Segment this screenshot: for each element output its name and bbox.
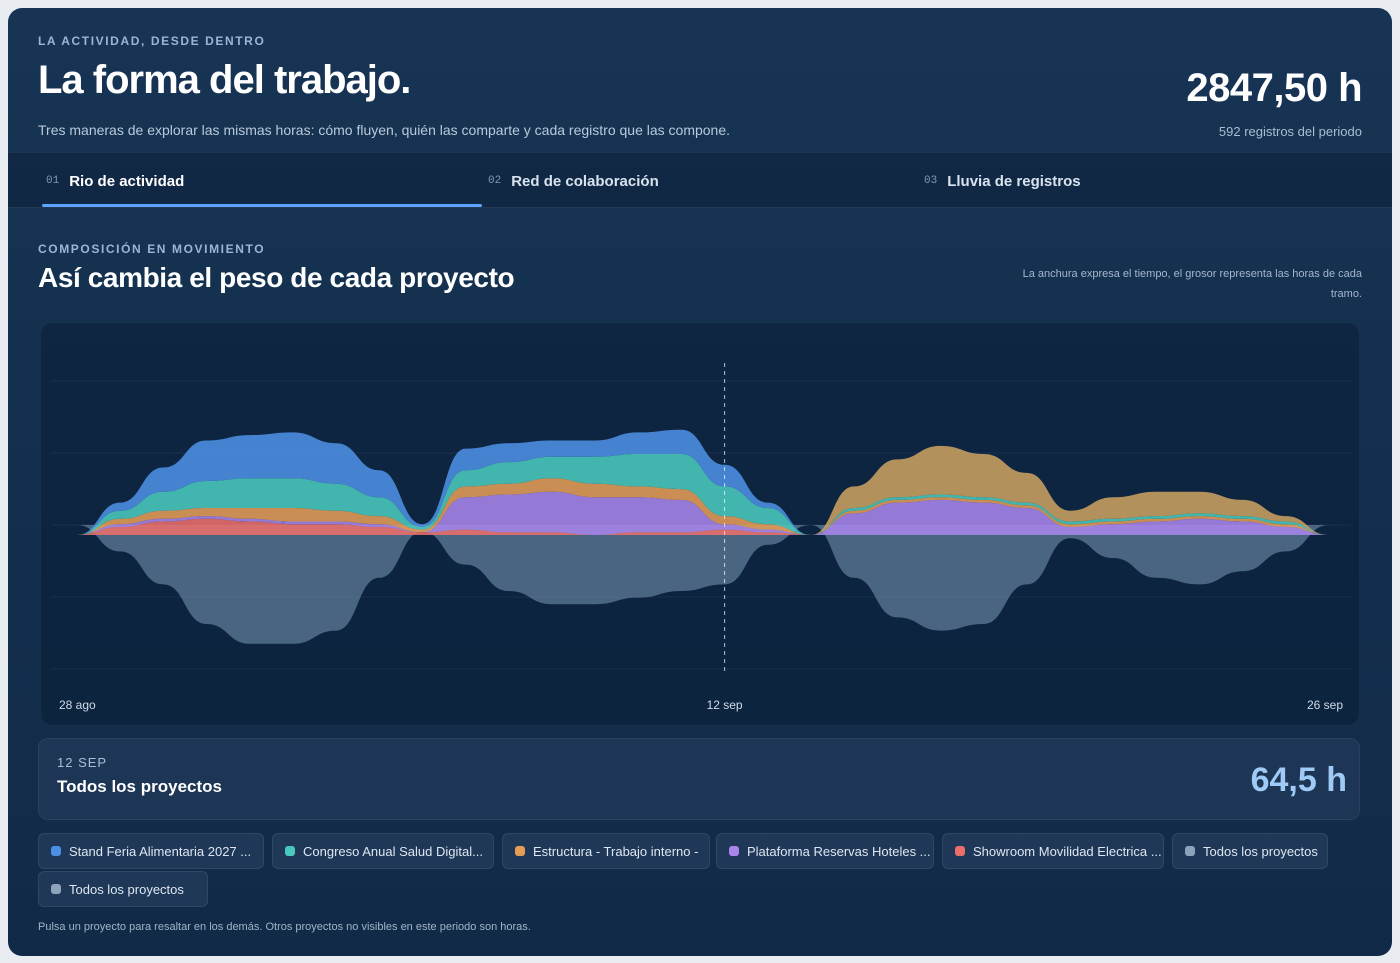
selection-detail: 12 SEP Todos los proyectos 64,5 h <box>38 738 1360 820</box>
tab-number: 02 <box>488 175 502 187</box>
color-swatch-icon <box>1185 846 1195 856</box>
section-eyebrow: COMPOSICIÓN EN MOVIMIENTO <box>38 242 266 256</box>
legend-chip-showroom-movilidad[interactable]: Showroom Movilidad Electrica ... <box>942 833 1164 869</box>
stream-layer-4[interactable] <box>77 454 1329 535</box>
chip-label: Congreso Anual Salud Digital... <box>303 843 483 859</box>
legend-chip-plataforma-reservas[interactable]: Plataforma Reservas Hoteles ... <box>716 833 934 869</box>
color-swatch-icon <box>51 846 61 856</box>
footer-hint: Pulsa un proyecto para resaltar en los d… <box>38 921 531 933</box>
tab-label: Red de colaboración <box>511 172 659 190</box>
x-tick-label: 12 sep <box>707 698 743 712</box>
tab-red-de-colaboracion[interactable]: 02 Red de colaboración <box>482 153 912 209</box>
selection-date: 12 SEP <box>57 755 108 770</box>
x-tick-label: 26 sep <box>1307 698 1343 712</box>
section-title: Así cambia el peso de cada proyecto <box>38 262 515 293</box>
section-header: COMPOSICIÓN EN MOVIMIENTO Así cambia el … <box>38 240 1362 310</box>
header-eyebrow: LA ACTIVIDAD, DESDE DENTRO <box>38 34 266 48</box>
stream-layer-1[interactable] <box>77 518 1329 535</box>
stream-layer-3[interactable] <box>77 478 1329 535</box>
selection-project: Todos los proyectos <box>57 777 222 796</box>
tab-label: Lluvia de registros <box>947 172 1081 190</box>
active-tab-indicator <box>42 204 482 207</box>
chip-label: Showroom Movilidad Electrica ... <box>973 843 1162 859</box>
selection-hours: 64,5 h <box>1250 761 1347 799</box>
color-swatch-icon <box>955 846 965 856</box>
tab-rio-de-actividad[interactable]: 01 Rio de actividad <box>40 153 480 209</box>
stream-chart[interactable]: 28 ago 12 sep 26 sep <box>40 322 1360 726</box>
tab-number: 01 <box>46 175 60 187</box>
stream-chart-svg[interactable]: 28 ago 12 sep 26 sep <box>41 323 1361 727</box>
stream-layer-5[interactable] <box>77 429 1329 535</box>
chip-label: Todos los proyectos <box>69 881 184 897</box>
legend-chip-todos[interactable]: Todos los proyectos <box>1172 833 1328 869</box>
color-swatch-icon <box>515 846 525 856</box>
section-note: La anchura expresa el tiempo, el grosor … <box>1022 268 1362 300</box>
page-subtitle: Tres maneras de explorar las mismas hora… <box>38 122 731 138</box>
tab-number: 03 <box>924 175 938 187</box>
chip-label: Plataforma Reservas Hoteles ... <box>747 843 931 859</box>
view-tabs: 01 Rio de actividad 02 Red de colaboraci… <box>8 152 1392 208</box>
records-count: 592 registros del periodo <box>1218 124 1362 139</box>
chip-label: Estructura - Trabajo interno - <box>533 843 699 859</box>
page-title: La forma del trabajo. <box>38 58 411 102</box>
dashboard-panel: LA ACTIVIDAD, DESDE DENTRO La forma del … <box>8 8 1392 956</box>
stream-layer-base[interactable] <box>77 525 1329 644</box>
tab-label: Rio de actividad <box>69 172 185 190</box>
color-swatch-icon <box>285 846 295 856</box>
x-tick-label: 28 ago <box>59 698 96 712</box>
total-hours: 2847,50 h <box>1186 66 1362 110</box>
page-header: LA ACTIVIDAD, DESDE DENTRO La forma del … <box>38 32 1362 142</box>
chip-label: Stand Feria Alimentaria 2027 ... <box>69 843 252 859</box>
color-swatch-icon <box>729 846 739 856</box>
legend-chip-stand-feria[interactable]: Stand Feria Alimentaria 2027 ... <box>38 833 264 869</box>
tab-lluvia-de-registros[interactable]: 03 Lluvia de registros <box>918 153 1358 209</box>
legend-chip-todos-2[interactable]: Todos los proyectos <box>38 871 208 907</box>
legend-chip-estructura[interactable]: Estructura - Trabajo interno - <box>502 833 710 869</box>
chip-label: Todos los proyectos <box>1203 843 1318 859</box>
stream-layer-2[interactable] <box>77 491 1329 535</box>
color-swatch-icon <box>51 884 61 894</box>
legend-chip-congreso-salud[interactable]: Congreso Anual Salud Digital... <box>272 833 494 869</box>
